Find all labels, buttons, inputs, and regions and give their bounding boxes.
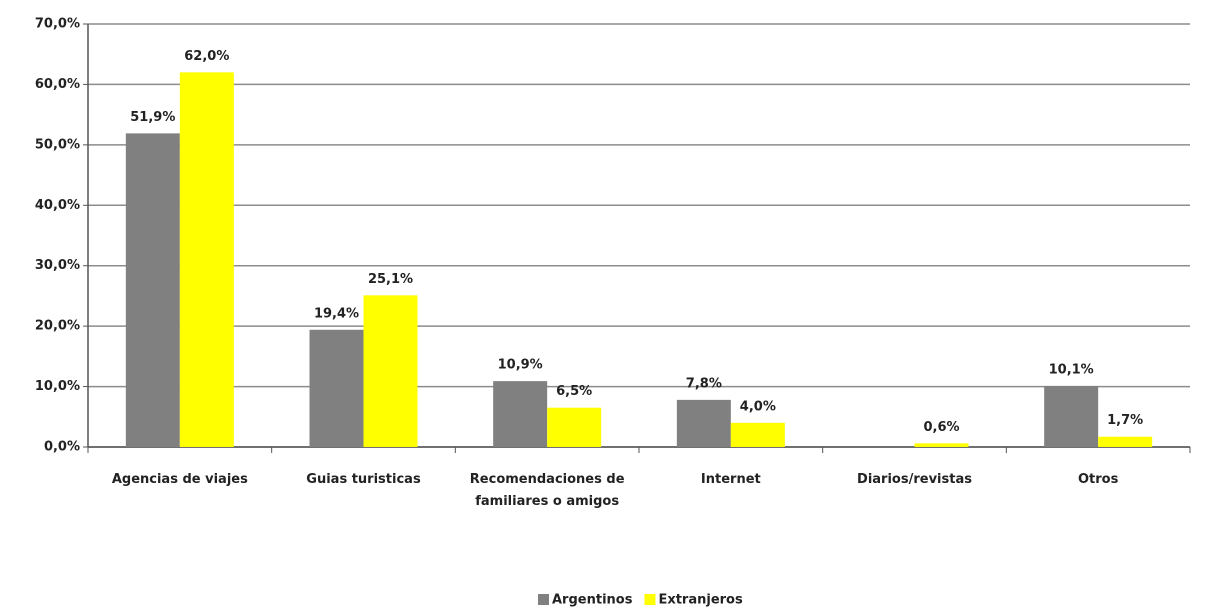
legend-swatch [538, 594, 549, 605]
x-tick-label: Guias turisticas [306, 472, 421, 487]
value-label: 4,0% [740, 399, 776, 414]
value-label: 0,6% [923, 420, 959, 435]
x-tick-label: Internet [700, 472, 761, 487]
x-tick-label: Otros [1077, 472, 1119, 487]
bar [547, 407, 602, 447]
y-tick-label: 60,0% [35, 77, 80, 92]
value-label: 10,1% [1049, 362, 1094, 377]
y-tick-label: 50,0% [35, 137, 80, 152]
bar [363, 295, 418, 447]
value-label: 62,0% [184, 49, 229, 64]
bar [730, 422, 785, 447]
value-label: 19,4% [314, 306, 359, 321]
legend-label: Argentinos [552, 593, 633, 608]
bar [125, 133, 180, 447]
x-tick-label: Agencias de viajes [111, 472, 248, 487]
y-tick-label: 30,0% [35, 258, 80, 273]
bar [493, 381, 548, 447]
bar [1044, 385, 1099, 447]
value-label: 7,8% [686, 376, 722, 391]
legend-label: Extranjeros [658, 593, 743, 608]
x-tick-label: Recomendaciones de familiares o amigos [469, 472, 625, 509]
value-label: 6,5% [556, 384, 592, 399]
y-tick-label: 0,0% [44, 440, 80, 455]
value-label: 51,9% [130, 110, 175, 125]
legend-swatch [644, 594, 656, 605]
y-tick-label: 40,0% [35, 198, 80, 213]
y-tick-label: 10,0% [35, 379, 80, 394]
y-tick-label: 70,0% [35, 17, 80, 32]
bar [676, 399, 731, 447]
value-label: 1,7% [1107, 413, 1143, 428]
bar [1098, 436, 1153, 447]
bar [309, 329, 364, 447]
value-label: 10,9% [498, 358, 543, 373]
y-tick-label: 20,0% [35, 319, 80, 334]
bar [914, 443, 969, 447]
value-label: 25,1% [368, 272, 413, 287]
bar [179, 72, 234, 447]
x-tick-label: Diarios/revistas [857, 472, 972, 487]
